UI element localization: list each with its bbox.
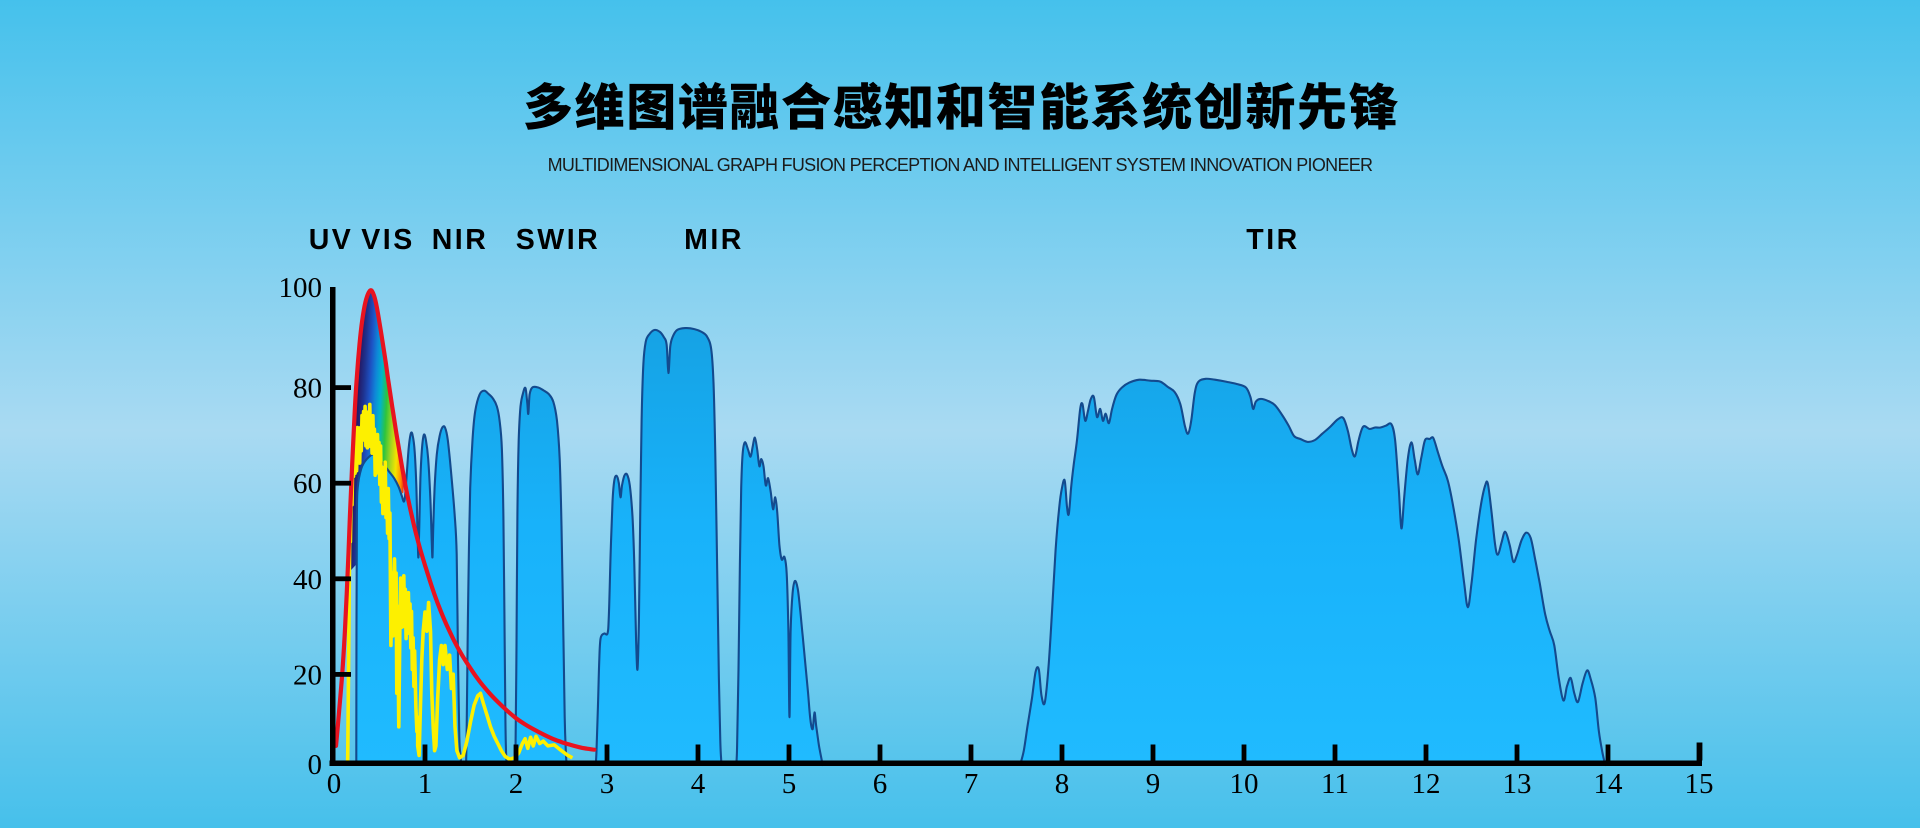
svg-text:60: 60 xyxy=(293,468,322,500)
svg-text:40: 40 xyxy=(293,564,322,596)
svg-text:15: 15 xyxy=(1685,768,1714,800)
svg-text:8: 8 xyxy=(1055,768,1070,800)
svg-text:13: 13 xyxy=(1503,768,1532,800)
svg-text:0: 0 xyxy=(308,749,323,781)
svg-text:12: 12 xyxy=(1412,768,1441,800)
svg-text:7: 7 xyxy=(964,768,979,800)
svg-text:3: 3 xyxy=(600,768,615,800)
svg-text:4: 4 xyxy=(691,768,706,800)
svg-text:0: 0 xyxy=(327,768,342,800)
svg-text:80: 80 xyxy=(293,373,322,405)
svg-text:9: 9 xyxy=(1146,768,1161,800)
svg-text:100: 100 xyxy=(279,272,323,304)
svg-text:14: 14 xyxy=(1594,768,1624,800)
svg-text:10: 10 xyxy=(1230,768,1259,800)
svg-text:20: 20 xyxy=(293,659,322,691)
svg-text:6: 6 xyxy=(873,768,888,800)
svg-text:11: 11 xyxy=(1321,768,1349,800)
svg-text:2: 2 xyxy=(509,768,524,800)
svg-text:1: 1 xyxy=(418,768,433,800)
svg-text:5: 5 xyxy=(782,768,797,800)
